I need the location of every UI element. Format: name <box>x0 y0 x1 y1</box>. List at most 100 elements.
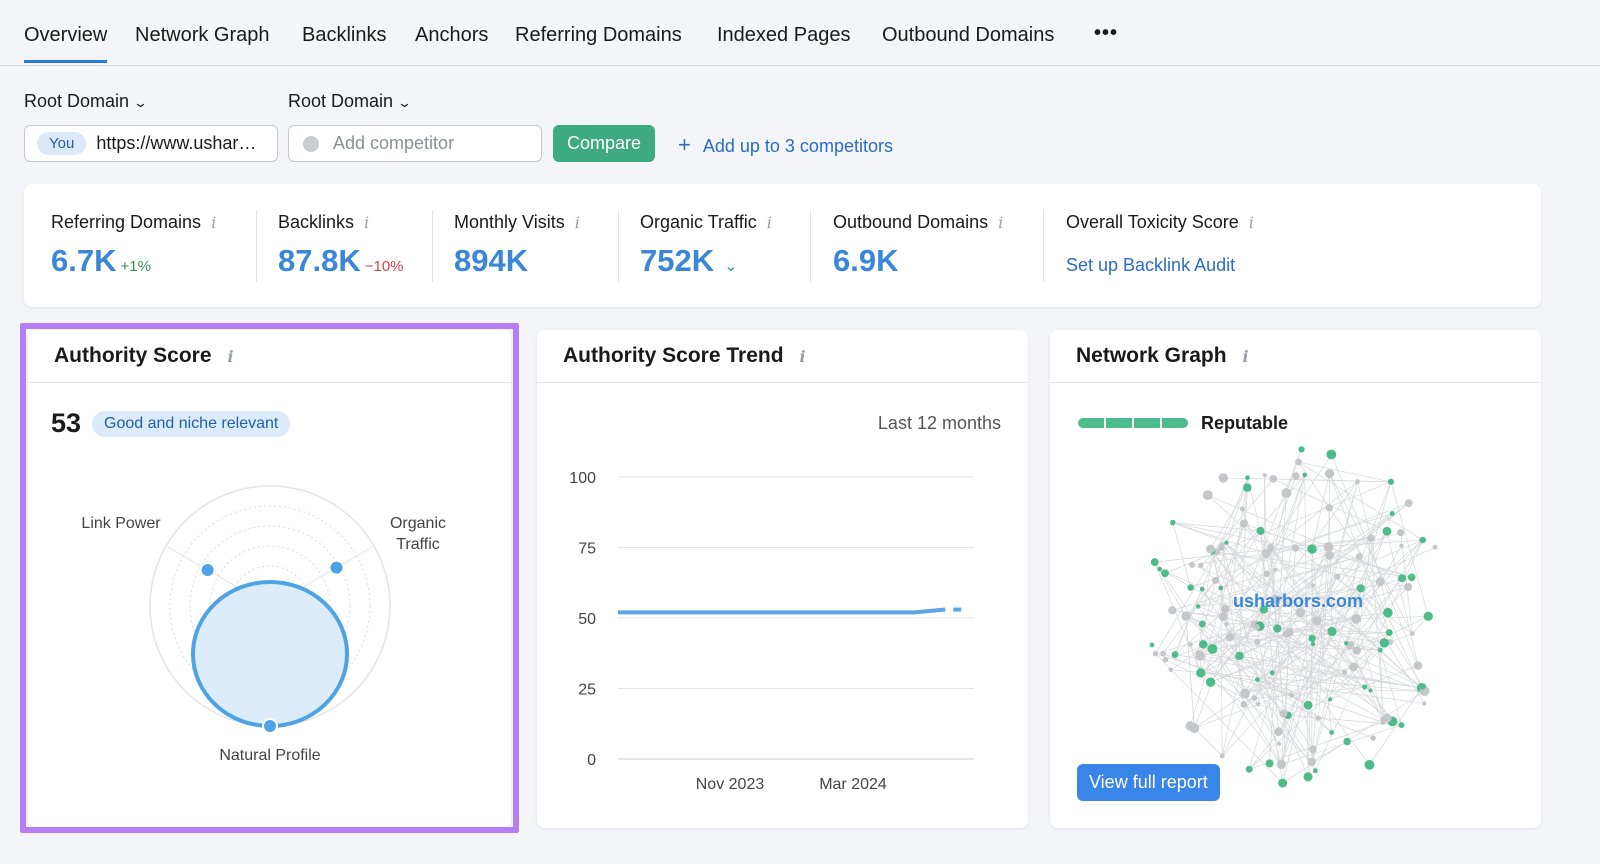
network-edge <box>1221 539 1423 757</box>
divider <box>432 210 433 282</box>
network-edge <box>1386 531 1419 666</box>
tab-outbound-domains[interactable]: Outbound Domains <box>882 24 1055 46</box>
network-graph[interactable] <box>1050 330 1541 828</box>
network-node <box>1245 765 1253 773</box>
network-node <box>1279 709 1288 718</box>
info-icon[interactable]: i <box>364 213 370 232</box>
your-domain-value: https://www.ushar… <box>96 133 257 153</box>
network-node <box>1218 473 1229 483</box>
network-node <box>1364 759 1375 770</box>
network-node <box>1407 573 1416 582</box>
network-edge <box>1266 573 1345 673</box>
network-edge <box>1257 569 1276 705</box>
tab-anchors[interactable]: Anchors <box>415 24 489 46</box>
network-node <box>1171 651 1179 658</box>
panel-header: Authority Score Trend i <box>537 330 1028 383</box>
network-node <box>1239 519 1249 528</box>
metric-outbound-domains[interactable]: Outbound Domains i 6.9K <box>833 212 1003 279</box>
network-edge <box>1155 624 1256 655</box>
tab-backlinks[interactable]: Backlinks <box>302 24 387 46</box>
network-edge <box>1288 546 1329 633</box>
network-node <box>1157 566 1163 572</box>
network-node <box>1187 584 1194 591</box>
panel-header: Network Graph i <box>1050 330 1541 383</box>
metric-referring-domains[interactable]: Referring Domains i 6.7K +1% <box>51 212 216 279</box>
network-node <box>1188 642 1193 647</box>
tab-overview[interactable]: Overview <box>24 24 108 63</box>
competitor-input[interactable]: Add competitor <box>288 125 542 162</box>
network-edge <box>1194 727 1223 757</box>
network-edge <box>1159 568 1280 745</box>
network-node <box>1315 715 1321 721</box>
more-tabs-button[interactable]: ••• <box>1094 22 1119 44</box>
network-node <box>1383 607 1393 618</box>
network-node <box>1218 544 1225 551</box>
panel-title: Network Graph <box>1076 344 1227 367</box>
network-edge <box>1311 473 1330 550</box>
root-domain-select-you[interactable]: Root Domain ⌄ <box>24 91 148 112</box>
network-node <box>1307 544 1317 554</box>
chevron-down-icon: ⌄ <box>396 95 413 110</box>
network-node <box>1292 472 1300 480</box>
info-icon[interactable]: i <box>227 347 234 366</box>
info-icon[interactable]: i <box>211 213 217 232</box>
select-label: Root Domain <box>288 91 394 111</box>
network-edge <box>1197 580 1216 653</box>
tab-network-graph[interactable]: Network Graph <box>135 24 270 46</box>
metric-monthly-visits[interactable]: Monthly Visits i 894K <box>454 212 580 279</box>
network-node <box>1309 745 1317 754</box>
info-icon[interactable]: i <box>574 213 580 232</box>
network-node <box>1325 551 1334 560</box>
info-icon[interactable]: i <box>799 347 806 366</box>
network-node <box>1181 611 1191 621</box>
root-domain-select-competitor[interactable]: Root Domain ⌄ <box>288 91 413 112</box>
setup-backlink-audit-link[interactable]: Set up Backlink Audit <box>1066 255 1236 275</box>
panel-header: Authority Score i <box>28 330 511 383</box>
tab-indexed-pages[interactable]: Indexed Pages <box>717 24 851 46</box>
info-icon[interactable]: i <box>998 213 1004 232</box>
network-edge <box>1239 620 1318 657</box>
network-node <box>1220 604 1230 614</box>
metric-organic-traffic[interactable]: Organic Traffic i 752K ⌄ <box>640 212 772 279</box>
network-node <box>1367 534 1375 542</box>
network-node <box>1189 723 1200 734</box>
network-node <box>1292 544 1300 552</box>
network-node <box>1161 569 1169 578</box>
network-node <box>1168 667 1173 673</box>
info-icon[interactable]: i <box>1242 347 1249 366</box>
network-node <box>1224 621 1229 627</box>
network-node <box>1224 540 1229 545</box>
compare-button[interactable]: Compare <box>553 125 655 162</box>
chevron-down-icon[interactable]: ⌄ <box>724 258 738 275</box>
network-edge <box>1266 474 1306 575</box>
info-icon[interactable]: i <box>766 213 772 232</box>
network-node <box>1269 670 1275 676</box>
network-node <box>1382 526 1392 536</box>
network-node <box>1254 624 1260 630</box>
network-node <box>1261 549 1271 558</box>
info-icon[interactable]: i <box>1248 213 1254 232</box>
network-node <box>1256 526 1265 535</box>
network-edge <box>1257 643 1314 680</box>
network-node <box>1150 558 1159 567</box>
add-competitors-link[interactable]: + Add up to 3 competitors <box>678 132 893 158</box>
view-full-report-button[interactable]: View full report <box>1077 764 1220 801</box>
x-tick-label: Nov 2023 <box>696 776 765 793</box>
tab-referring-domains[interactable]: Referring Domains <box>515 24 682 46</box>
network-node <box>1269 475 1278 483</box>
network-node <box>1149 642 1155 648</box>
network-node <box>1344 641 1349 646</box>
network-edge <box>1400 532 1413 634</box>
network-edge <box>1172 522 1227 544</box>
network-edge <box>1226 477 1248 625</box>
radar-shape <box>190 580 350 728</box>
network-edge <box>1244 539 1423 694</box>
period-label: Last 12 months <box>877 413 1001 433</box>
network-edge <box>1244 628 1278 694</box>
metric-backlinks[interactable]: Backlinks i 87.8K −10% <box>278 212 404 279</box>
network-edge <box>1239 655 1422 689</box>
network-node <box>1298 446 1305 453</box>
your-domain-field[interactable]: You https://www.ushar… <box>24 125 278 162</box>
network-node <box>1255 702 1261 707</box>
network-edge <box>1277 474 1306 629</box>
